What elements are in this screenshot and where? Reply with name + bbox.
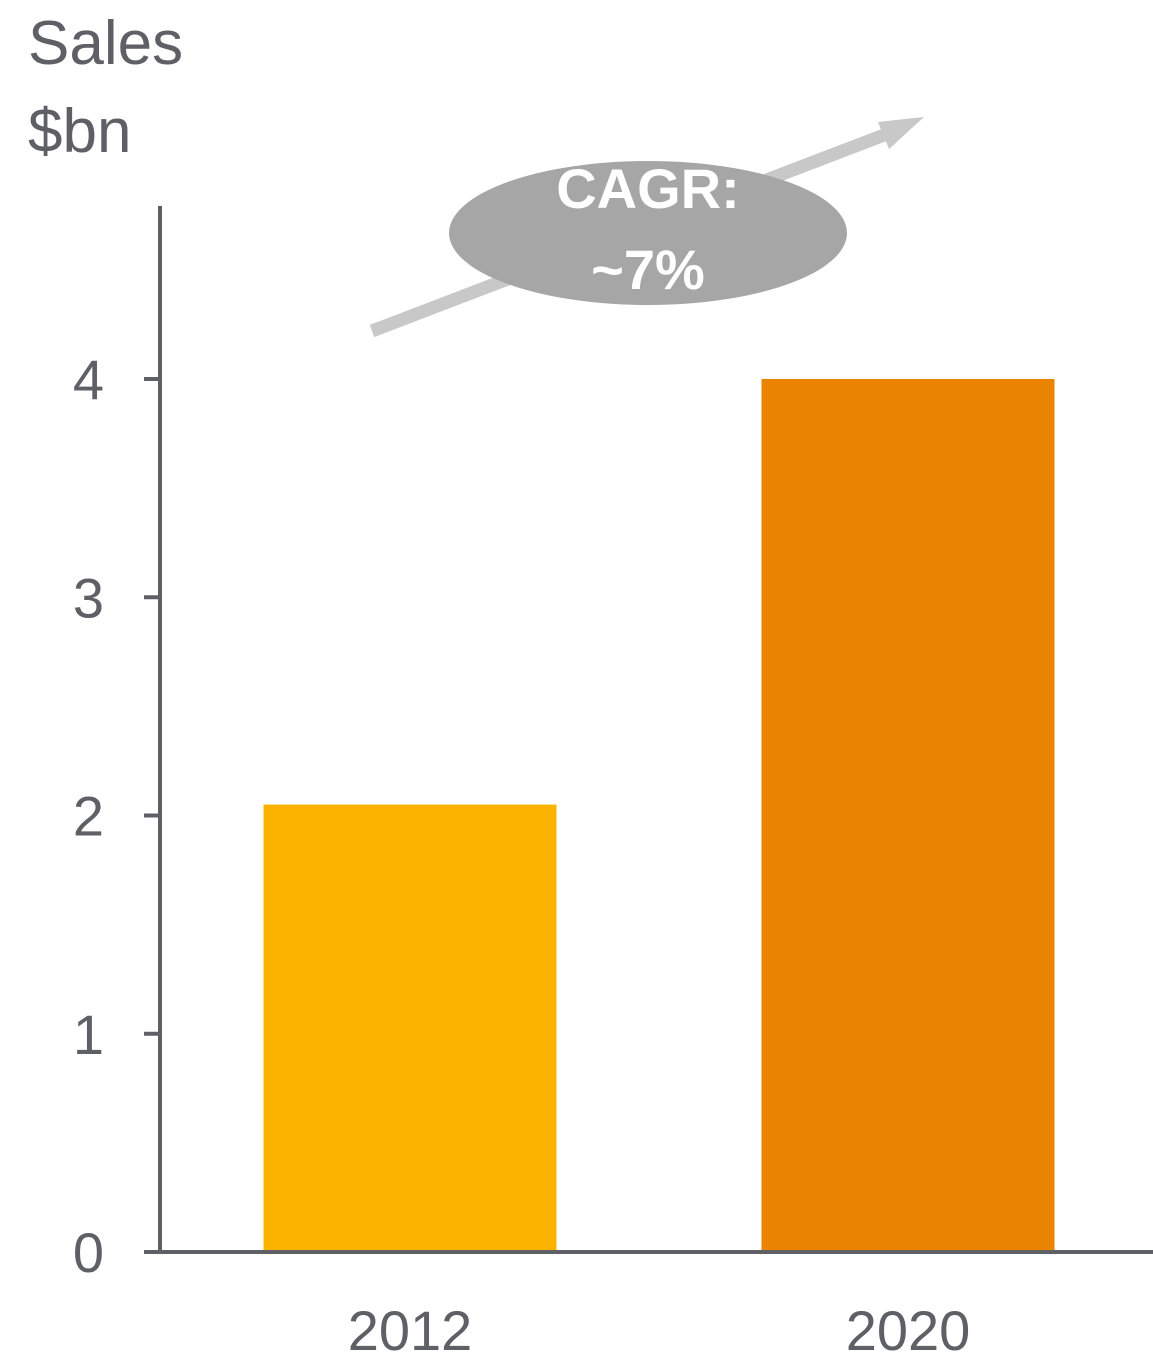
x-tick-label: 2020	[846, 1299, 971, 1354]
y-tick-label: 1	[73, 1003, 104, 1066]
bar-2020	[761, 379, 1055, 1252]
x-tick-label: 2012	[348, 1299, 473, 1354]
y-axis-label-line-2: $bn	[28, 97, 131, 166]
y-tick-label: 4	[73, 348, 104, 411]
y-tick-label: 0	[73, 1221, 104, 1284]
y-tick-label: 3	[73, 566, 104, 629]
cagr-badge	[449, 161, 847, 305]
cagr-label: CAGR:	[556, 157, 740, 220]
cagr-value: ~7%	[591, 238, 705, 301]
bar-2012	[263, 804, 557, 1252]
y-tick-label: 2	[73, 785, 104, 848]
y-axis-label-line-1: Sales	[28, 9, 183, 78]
